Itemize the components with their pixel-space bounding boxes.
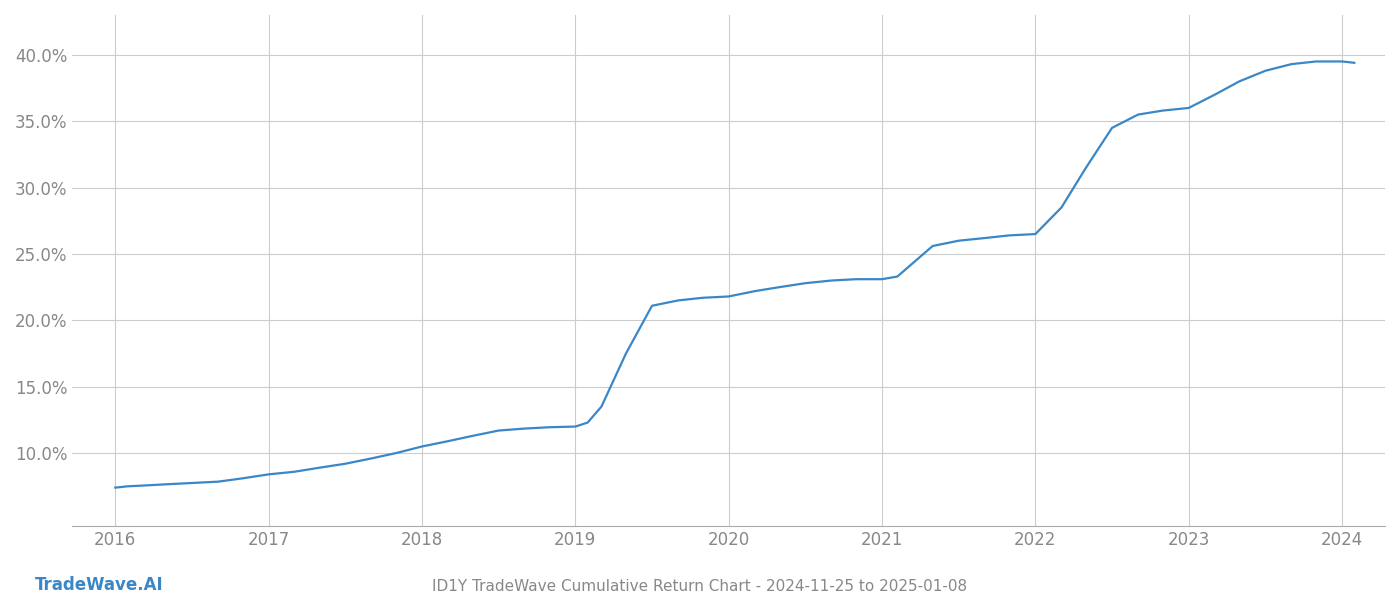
Text: TradeWave.AI: TradeWave.AI — [35, 576, 164, 594]
Text: ID1Y TradeWave Cumulative Return Chart - 2024-11-25 to 2025-01-08: ID1Y TradeWave Cumulative Return Chart -… — [433, 579, 967, 594]
